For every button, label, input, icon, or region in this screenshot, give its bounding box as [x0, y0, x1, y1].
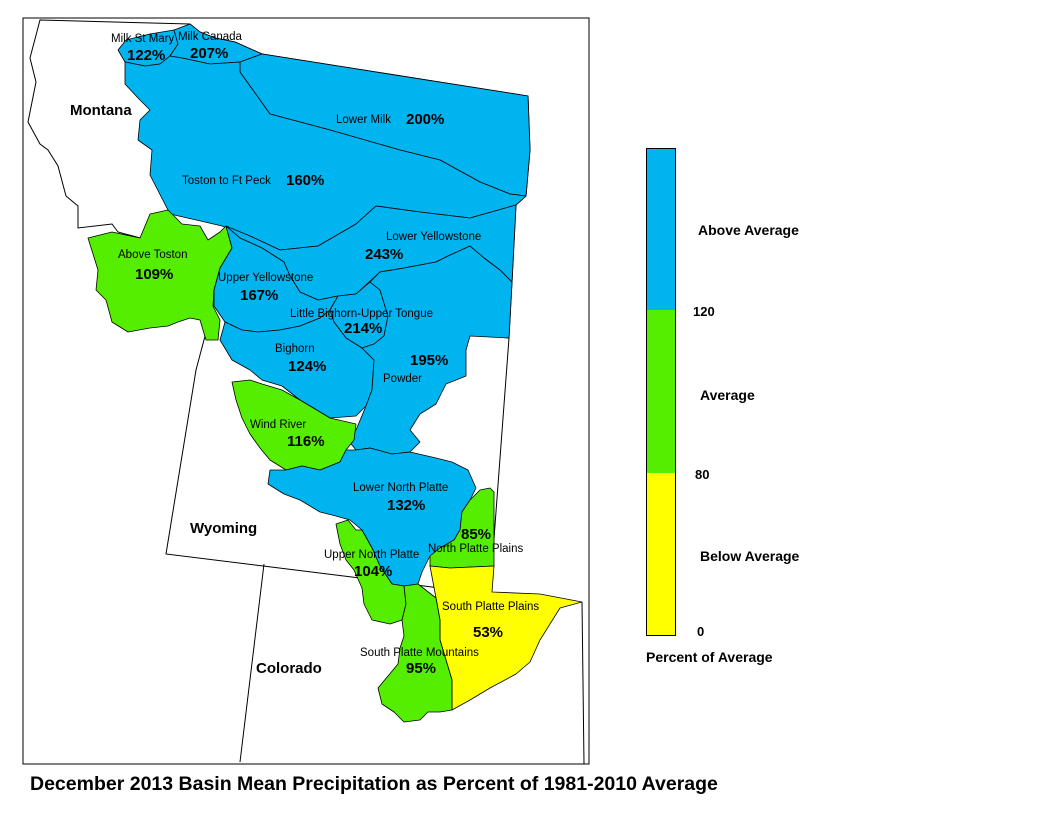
basin-name-milk-st-mary: Milk St Mary — [111, 33, 175, 45]
basin-name-labels: Milk St Mary Milk Canada Lower Milk Tost… — [111, 31, 539, 659]
colorado-outline — [239, 563, 265, 763]
basin-pct-south-platte-mountains: 95% — [406, 660, 436, 677]
legend-swatch-above — [646, 148, 676, 311]
map-title: December 2013 Basin Mean Precipitation a… — [30, 773, 718, 795]
basin-pct-toston-to-ft-peck: 160% — [286, 172, 324, 189]
basin-pct-lower-yellowstone: 243% — [365, 246, 403, 263]
basin-name-toston-to-ft-peck: Toston to Ft Peck — [182, 175, 271, 187]
legend-label-above: Above Average — [698, 222, 799, 238]
basin-pct-lower-milk: 200% — [406, 111, 444, 128]
basin-pct-milk-canada: 207% — [190, 45, 228, 62]
basin-name-little-bighorn-upper-tongue: Little Bighorn-Upper Tongue — [290, 308, 433, 320]
legend-caption: Percent of Average — [646, 649, 773, 665]
state-labels: Montana Wyoming Colorado — [70, 102, 322, 677]
basin-name-upper-yellowstone: Upper Yellowstone — [218, 272, 313, 284]
basin-pct-above-toston: 109% — [135, 266, 173, 283]
legend-tick-0: 0 — [697, 624, 705, 639]
basin-pct-little-bighorn-upper-tongue: 214% — [344, 320, 382, 337]
basins — [87, 23, 583, 723]
legend-tick-120: 120 — [693, 304, 715, 319]
basin-pct-south-platte-plains: 53% — [473, 624, 503, 641]
colorado-east-line — [581, 601, 585, 765]
basin-name-lower-north-platte: Lower North Platte — [353, 482, 448, 494]
basin-above-toston[interactable] — [87, 209, 233, 341]
basin-name-bighorn: Bighorn — [275, 343, 315, 355]
basin-percent-labels: 122% 207% 200% 160% 109% 243% 167% 214% … — [127, 45, 503, 677]
basin-pct-bighorn: 124% — [288, 358, 326, 375]
basin-name-lower-yellowstone: Lower Yellowstone — [386, 231, 481, 243]
state-label-wyoming: Wyoming — [190, 520, 257, 537]
basin-name-south-platte-mountains: South Platte Mountains — [360, 647, 479, 659]
state-label-montana: Montana — [70, 102, 132, 119]
legend-swatch-below — [646, 473, 676, 636]
basin-name-north-platte-plains: North Platte Plains — [428, 543, 523, 555]
basin-pct-lower-north-platte: 132% — [387, 497, 425, 514]
basin-powder[interactable] — [347, 245, 513, 455]
basin-pct-upper-north-platte: 104% — [354, 563, 392, 580]
legend-label-average: Average — [700, 387, 755, 403]
basin-pct-north-platte-plains: 85% — [461, 526, 491, 543]
legend-tick-80: 80 — [695, 467, 710, 482]
basin-pct-powder: 195% — [410, 352, 448, 369]
basin-name-above-toston: Above Toston — [118, 249, 187, 261]
basin-name-powder: Powder — [383, 373, 422, 385]
legend-swatch-average — [646, 310, 676, 473]
basin-name-wind-river: Wind River — [250, 419, 306, 431]
basin-name-south-platte-plains: South Platte Plains — [442, 601, 539, 613]
basin-pct-upper-yellowstone: 167% — [240, 287, 278, 304]
basin-name-upper-north-platte: Upper North Platte — [324, 549, 419, 561]
legend-label-below: Below Average — [700, 548, 800, 564]
basin-pct-milk-st-mary: 122% — [127, 47, 165, 64]
basin-name-lower-milk: Lower Milk — [336, 114, 391, 126]
basin-name-milk-canada: Milk Canada — [178, 31, 243, 43]
state-label-colorado: Colorado — [256, 660, 322, 677]
basin-south-platte-mountains[interactable] — [377, 583, 453, 723]
basin-pct-wind-river: 116% — [287, 433, 325, 450]
